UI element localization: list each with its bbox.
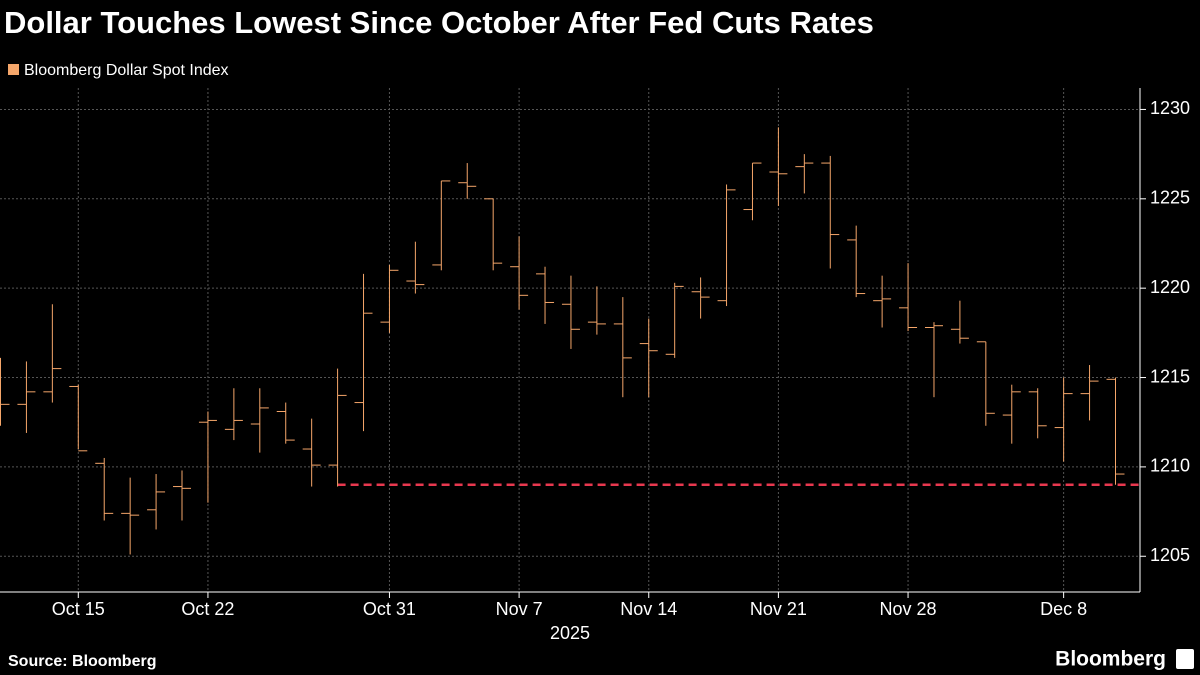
x-tick-label: Nov 7: [496, 599, 543, 619]
legend-label: Bloomberg Dollar Spot Index: [24, 62, 229, 79]
x-tick-label: Oct 22: [181, 599, 234, 619]
chart-title: Dollar Touches Lowest Since October Afte…: [4, 5, 874, 40]
brand-icon: [1176, 649, 1194, 669]
y-tick-label: 1220: [1150, 277, 1190, 297]
x-tick-label: Dec 8: [1040, 599, 1087, 619]
brand: Bloomberg: [1055, 648, 1166, 671]
x-tick-label: Nov 14: [620, 599, 677, 619]
x-tick-label: Oct 15: [52, 599, 105, 619]
x-tick-label: Nov 28: [880, 599, 937, 619]
x-axis-label: 2025: [550, 623, 590, 643]
y-tick-label: 1215: [1150, 366, 1190, 386]
source: Source: Bloomberg: [8, 653, 156, 670]
legend-swatch: [8, 64, 19, 75]
x-tick-label: Oct 31: [363, 599, 416, 619]
y-tick-label: 1225: [1150, 188, 1190, 208]
y-tick-label: 1230: [1150, 98, 1190, 118]
y-tick-label: 1205: [1150, 545, 1190, 565]
y-tick-label: 1210: [1150, 456, 1190, 476]
x-tick-label: Nov 21: [750, 599, 807, 619]
